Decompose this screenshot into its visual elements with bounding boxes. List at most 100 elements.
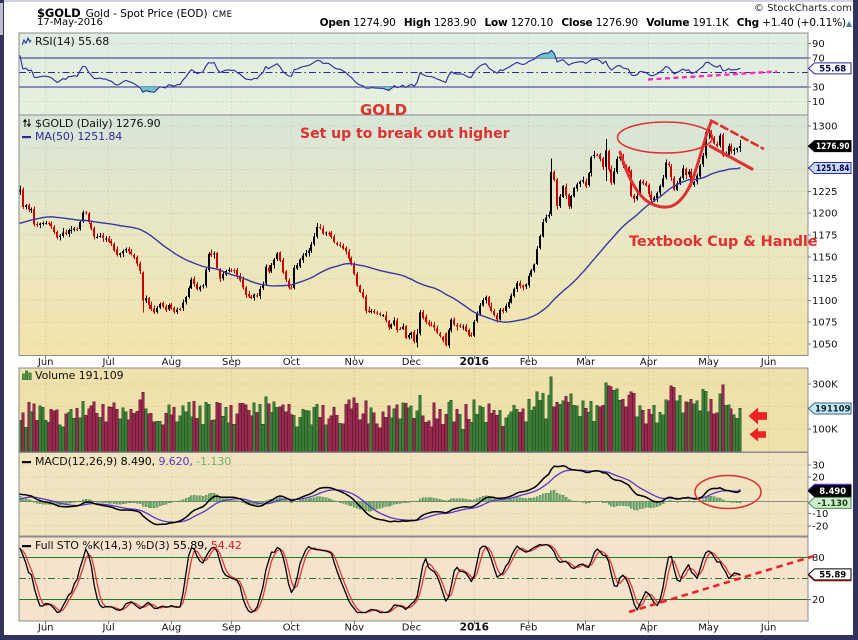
rsi-axis-tick-labels: 90 70 30 10 bbox=[808, 39, 825, 108]
month-label: Dec bbox=[402, 623, 421, 634]
axis-label: 1225 bbox=[812, 187, 837, 198]
price-last-value-box bbox=[807, 140, 852, 153]
month-label: Apr bbox=[640, 357, 658, 368]
main-axis-tick-labels: 1300 1225 1200 1175 1150 1125 1100 1075 1050 bbox=[808, 122, 837, 351]
chg-up-arrow-icon: ▲ bbox=[845, 18, 852, 28]
chart-date: 17-May-2016 bbox=[37, 17, 103, 28]
open-value: 1274.90 bbox=[353, 16, 396, 29]
close-value: 1276.90 bbox=[595, 16, 639, 29]
scrollbar-thumb[interactable] bbox=[0, 3, 3, 35]
handle-lower-solid-line bbox=[708, 144, 754, 171]
month-label: Jul bbox=[102, 357, 115, 368]
month-label: Feb bbox=[520, 357, 538, 368]
cup-rim-ellipse bbox=[616, 121, 714, 154]
axis-label: 55.89 bbox=[819, 570, 846, 580]
sto-k-value-box bbox=[807, 568, 852, 581]
axis-label: 30 bbox=[812, 460, 825, 471]
volume-label: Volume bbox=[646, 16, 690, 29]
axis-label: 1125 bbox=[812, 274, 837, 285]
month-label: Feb bbox=[520, 623, 538, 634]
axis-label: 70 bbox=[812, 54, 825, 65]
volume-last-value-box bbox=[807, 402, 852, 415]
rsi-panel-bg bbox=[19, 33, 808, 115]
vol-axis-tick-labels: 300K 100K bbox=[808, 379, 838, 435]
macd-last-value-box bbox=[807, 485, 852, 498]
month-label: Nov bbox=[345, 623, 365, 634]
macd-line-icon bbox=[22, 456, 32, 469]
sto-line-icon bbox=[22, 540, 32, 553]
quote-summary-row: Open 1274.90 High 1283.90 Low 1270.10 Cl… bbox=[315, 16, 853, 29]
volume-value: 191.1K bbox=[692, 16, 729, 29]
axis-label: 1075 bbox=[812, 318, 837, 329]
macd-signal-value: 9.620, bbox=[158, 454, 193, 468]
low-value: 1270.10 bbox=[510, 16, 554, 29]
month-label: Mar bbox=[576, 357, 596, 368]
month-label: Mar bbox=[576, 623, 596, 634]
month-label: May bbox=[698, 623, 719, 634]
axis-label: 90 bbox=[812, 39, 825, 50]
axis-label: 1200 bbox=[812, 209, 837, 220]
month-label: Aug bbox=[162, 623, 182, 634]
annotation-gold-text: GOLD bbox=[360, 101, 408, 119]
axis-label: 191109 bbox=[815, 404, 851, 414]
volume-bars-icon bbox=[21, 370, 32, 383]
month-label: Jun bbox=[760, 357, 777, 368]
month-label: Sep bbox=[222, 357, 241, 368]
chg-value: +1.40 (+0.11%) bbox=[762, 16, 846, 29]
macd-panel-label: MACD(12,26,9) 8.490, 9.620, -1.130 bbox=[22, 455, 231, 469]
axis-label: 1300 bbox=[812, 122, 837, 133]
symbol-name: Gold - Spot Price (EOD) bbox=[85, 8, 208, 20]
chart-title-row: $GOLD Gold - Spot Price (EOD) CME bbox=[37, 2, 233, 20]
axis-label: 10 bbox=[812, 97, 825, 108]
sto-d-value: 54.42 bbox=[210, 539, 242, 552]
axis-label: 20 bbox=[812, 595, 825, 606]
axis-label: 1251.84 bbox=[816, 164, 850, 174]
axis-label: 80 bbox=[812, 553, 825, 564]
rsi-panel-label: RSI(14) 55.68 bbox=[21, 35, 109, 49]
window-top-edge bbox=[4, 0, 853, 2]
month-label: Oct bbox=[283, 623, 300, 634]
window-bottom-frame bbox=[0, 635, 858, 640]
volume-panel-label: Volume 191,109 bbox=[21, 369, 124, 383]
annotation-cup-handle-text: Textbook Cup & Handle bbox=[629, 234, 818, 250]
low-label: Low bbox=[484, 16, 508, 29]
month-axis-labels: Jun Jun Jul Jul Aug Aug Sep Sep Oct Oct Nov Nov Dec D… bbox=[37, 355, 777, 634]
axis-label: 300K bbox=[812, 379, 838, 390]
month-label: 2016 bbox=[460, 622, 489, 634]
month-label: Jun bbox=[37, 623, 54, 634]
window-right-frame bbox=[853, 0, 858, 640]
macd-value: 8.490, bbox=[120, 454, 156, 468]
rsi-indicator-icon bbox=[21, 36, 32, 49]
price-arrows-icon bbox=[22, 118, 32, 131]
axis-label: -1.130 bbox=[818, 499, 848, 509]
symbol-label: $GOLD bbox=[37, 6, 81, 20]
axis-label: -10 bbox=[812, 509, 828, 520]
copyright-label: © StockCharts.com bbox=[753, 3, 852, 14]
axis-label: 1100 bbox=[812, 296, 837, 307]
month-label: Jun bbox=[760, 623, 777, 634]
high-label: High bbox=[403, 16, 431, 29]
annotation-setup-text: Set up to break out higher bbox=[300, 126, 510, 142]
close-label: Close bbox=[561, 16, 593, 29]
axis-label: 30 bbox=[812, 83, 825, 94]
month-label: May bbox=[698, 357, 719, 368]
axis-label: 20 bbox=[812, 473, 825, 484]
month-label: Apr bbox=[640, 623, 658, 634]
exchange-label: CME bbox=[212, 10, 233, 20]
high-value: 1283.90 bbox=[433, 16, 477, 29]
axis-label: 1050 bbox=[812, 340, 837, 351]
candlestick-series bbox=[19, 122, 741, 349]
macd-hist-value: -1.130 bbox=[196, 454, 232, 468]
axis-label: 8.490 bbox=[819, 487, 846, 497]
sto-k-value: 55.89, bbox=[173, 539, 208, 552]
ma50-label: MA(50) 1251.84 bbox=[22, 130, 122, 144]
axis-label: 1276.90 bbox=[816, 142, 850, 152]
analyst-annotations bbox=[616, 70, 815, 614]
red-left-arrow-icon bbox=[749, 427, 766, 442]
axis-label: -20 bbox=[812, 521, 828, 532]
month-label: Sep bbox=[222, 623, 241, 634]
axis-label: 1175 bbox=[812, 231, 837, 242]
open-label: Open bbox=[319, 16, 351, 29]
